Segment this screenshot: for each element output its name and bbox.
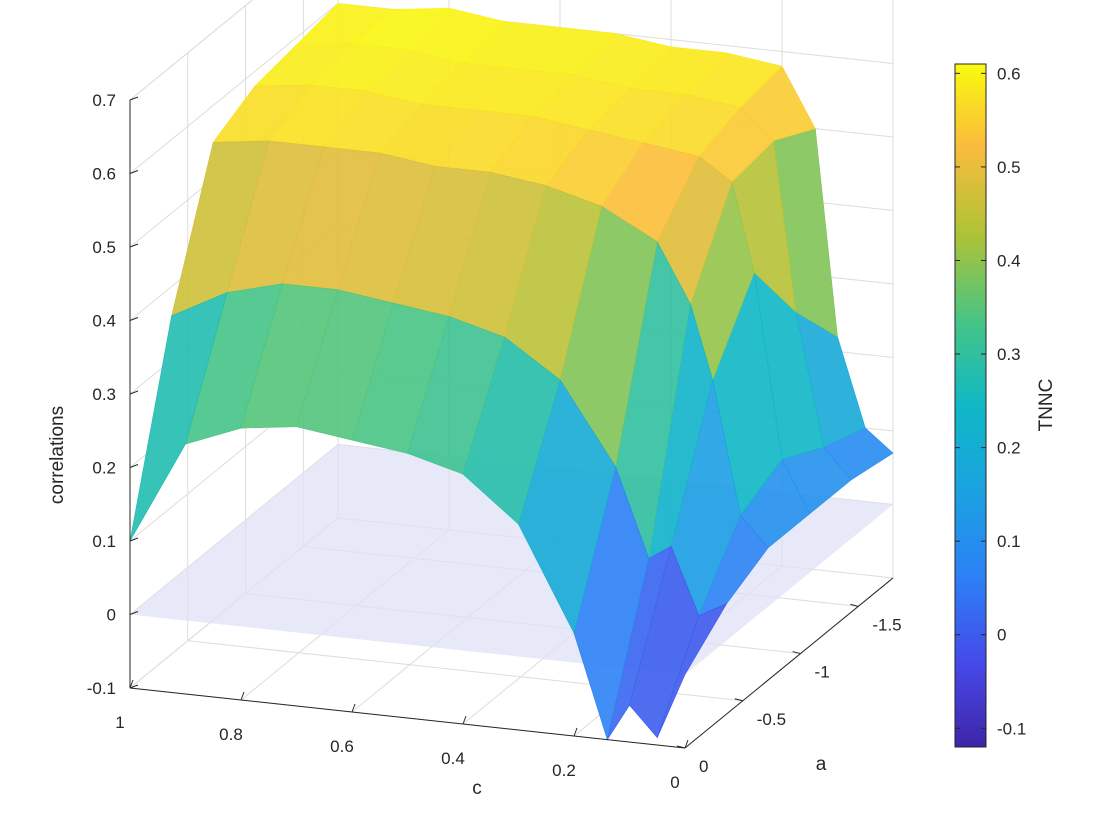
surface-patch [129, 291, 228, 542]
x-tick-label: 0.4 [441, 749, 465, 768]
x-tick-label: 0 [670, 773, 679, 792]
z-tick-label: 0.5 [92, 238, 116, 257]
z-tick [129, 317, 139, 321]
colorbar-tick-label: 0.6 [997, 64, 1021, 83]
colorbar-tick-label: 0.1 [997, 532, 1021, 551]
z-tick [129, 611, 139, 615]
y-tick-label: -0.5 [757, 710, 786, 729]
surface-mesh [129, 3, 894, 741]
x-axis-label: c [472, 778, 482, 799]
x-tick-label: 1 [115, 713, 124, 732]
z-tick-label: 0.4 [92, 312, 116, 331]
tick-labels: -0.1 0 0.1 0.2 0.3 0.4 0.5 0.6 0.7 1 0.8 0.6 0.4 0.2 0… [87, 91, 902, 792]
box-edge [129, 0, 254, 101]
y-axis-label: a [816, 754, 827, 775]
colorbar-tick-label: 0.4 [997, 251, 1021, 270]
z-tick [129, 390, 139, 395]
colorbar-tick-label: -0.1 [997, 719, 1026, 738]
colorbar-tick-label: 0 [997, 626, 1006, 645]
z-tick-label: -0.1 [87, 679, 116, 698]
x-tick [129, 679, 134, 689]
axes [129, 96, 894, 749]
y-tick [676, 745, 686, 749]
colorbar-tick-label: 0.2 [997, 439, 1021, 458]
y-tick-label: -1 [815, 663, 830, 682]
y-tick-label: -1.5 [872, 615, 901, 634]
x-tick-label: 0.6 [330, 737, 354, 756]
z-tick [129, 170, 139, 174]
colorbar-label: TNNC [1036, 379, 1057, 432]
x-tick [573, 727, 578, 737]
x-tick-label: 0.8 [219, 725, 243, 744]
y-tick [850, 603, 859, 607]
z-tick [129, 464, 139, 468]
z-tick-label: 0 [107, 606, 116, 625]
z-tick-label: 0.2 [92, 459, 116, 478]
z-tick-label: 0.6 [92, 165, 116, 184]
x-tick [462, 715, 467, 725]
z-tick-label: 0.3 [92, 385, 116, 404]
x-tick [240, 691, 245, 701]
z-tick-label: 0.1 [92, 532, 116, 551]
colorbar-tick-label: 0.3 [997, 345, 1021, 364]
x-tick [684, 739, 689, 749]
z-tick [129, 684, 139, 689]
x-tick [351, 703, 356, 713]
x-axis-line [129, 687, 686, 749]
z-tick [129, 537, 139, 542]
y-tick [734, 698, 743, 702]
colorbar [954, 63, 987, 748]
colorbar-tick-label: 0.5 [997, 158, 1021, 177]
z-axis-label: correlations [47, 406, 68, 504]
colorbar-ticks: 0.6 0.5 0.4 0.3 0.2 0.1 0 -0.1 [955, 64, 1026, 738]
y-tick [792, 651, 801, 655]
y-tick-label: 0 [699, 757, 708, 776]
z-tick [129, 243, 139, 248]
x-tick-label: 0.2 [552, 761, 576, 780]
z-tick-label: 0.7 [92, 91, 116, 110]
z-tick [129, 96, 139, 101]
